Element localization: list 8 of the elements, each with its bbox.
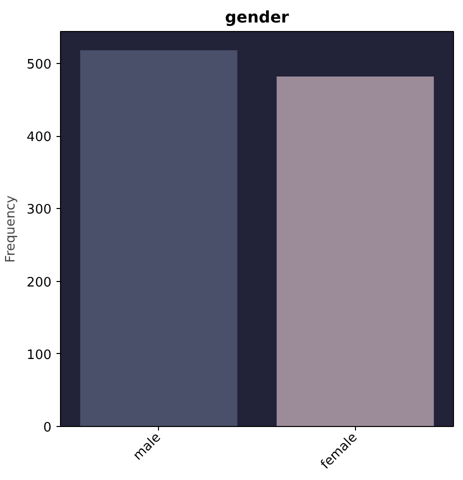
- y-axis-title: Frequency: [4, 195, 19, 263]
- y-tick-label: 100: [26, 348, 52, 363]
- y-tick-label: 500: [26, 57, 52, 72]
- chart-title: gender: [225, 8, 290, 26]
- y-tick-label: 300: [26, 202, 52, 218]
- y-tick-label: 200: [26, 275, 52, 290]
- y-tick-label: 0: [43, 420, 52, 436]
- y-tick-label: 400: [26, 130, 52, 146]
